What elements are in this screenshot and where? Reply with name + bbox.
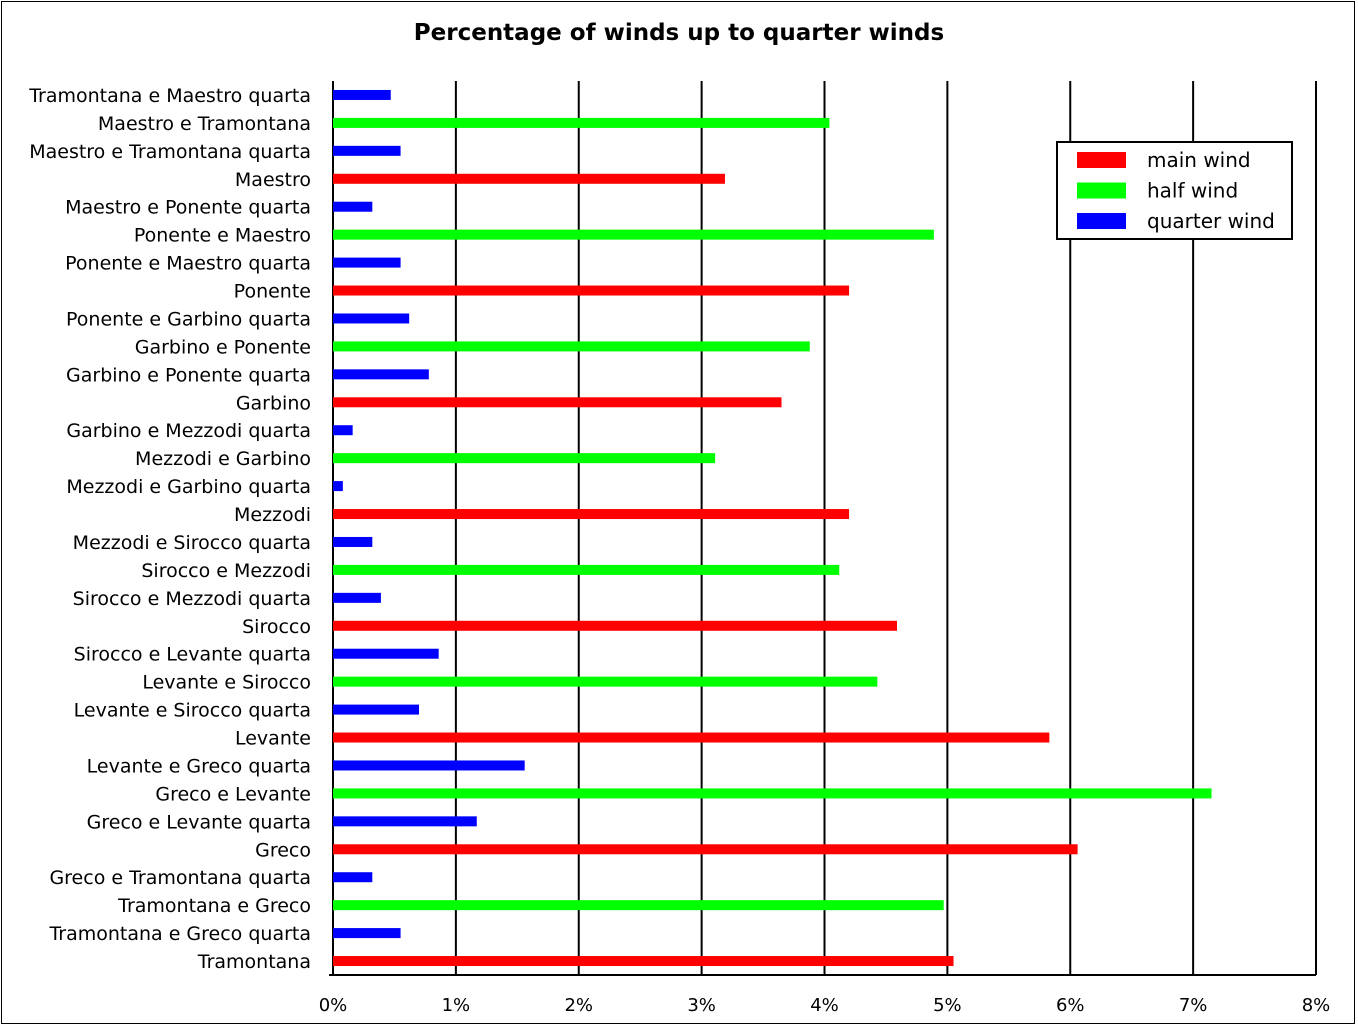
x-tick-label: 7% — [1179, 995, 1208, 1016]
x-tick-label: 0% — [319, 995, 348, 1016]
bar — [333, 676, 878, 687]
category-label: Greco e Levante quarta — [87, 811, 311, 833]
bar — [333, 173, 725, 184]
x-tick-label: 3% — [687, 995, 716, 1016]
bar — [333, 536, 373, 547]
x-tick-label: 4% — [810, 995, 839, 1016]
bar — [333, 201, 373, 212]
category-label: Ponente e Maestro — [134, 225, 311, 247]
bars — [333, 89, 1212, 967]
bar — [333, 453, 716, 464]
bar — [333, 313, 410, 324]
bar — [333, 229, 934, 240]
bar — [333, 481, 343, 492]
bar — [333, 872, 373, 883]
legend-swatch — [1077, 182, 1126, 199]
category-label: Tramontana e Maestro quarta — [28, 85, 311, 107]
x-tick-label: 8% — [1302, 995, 1331, 1016]
chart-title: Percentage of winds up to quarter winds — [413, 20, 945, 46]
legend: main wind half wind quarter wind — [1056, 141, 1293, 240]
category-label: Levante e Greco quarta — [87, 755, 311, 777]
bar — [333, 592, 381, 603]
category-label: Tramontana — [197, 951, 311, 973]
bar — [333, 509, 850, 520]
category-label: Mezzodi e Garbino quarta — [66, 476, 311, 498]
category-label: Sirocco e Levante quarta — [74, 644, 311, 666]
bar — [333, 285, 850, 296]
category-label: Greco e Tramontana quarta — [49, 867, 311, 889]
legend-label: main wind — [1147, 148, 1251, 172]
bar — [333, 732, 1050, 743]
category-label: Sirocco — [242, 616, 311, 638]
bar — [333, 117, 830, 128]
legend-swatch — [1077, 152, 1126, 168]
x-tick-label: 6% — [1056, 995, 1085, 1016]
category-label: Levante — [235, 728, 311, 750]
legend-label: half wind — [1147, 179, 1238, 203]
bar — [333, 704, 420, 715]
bar — [333, 397, 782, 408]
category-labels: Tramontana e Maestro quarta Maestro e Tra… — [28, 85, 311, 973]
category-label: Maestro e Ponente quarta — [65, 197, 311, 219]
legend-label: quarter wind — [1147, 209, 1275, 233]
bar — [333, 145, 401, 156]
category-label: Mezzodi e Garbino — [135, 448, 311, 470]
bar — [333, 900, 944, 911]
category-label: Greco — [255, 839, 311, 861]
bar — [333, 425, 353, 436]
category-label: Sirocco e Mezzodi quarta — [73, 588, 311, 610]
x-tick-label: 5% — [933, 995, 962, 1016]
x-tick-labels: 0% 1% 2% 3% 4% 5% 6% 7% 8% — [319, 995, 1331, 1016]
category-label: Levante e Sirocco — [142, 672, 311, 694]
bar — [333, 648, 439, 659]
category-label: Garbino e Ponente — [135, 336, 311, 358]
bar — [333, 844, 1078, 855]
category-label: Ponente e Garbino quarta — [66, 308, 311, 330]
bar — [333, 928, 401, 939]
category-label: Garbino e Ponente quarta — [66, 364, 311, 386]
category-label: Ponente — [234, 281, 311, 303]
category-label: Tramontana e Greco — [117, 895, 311, 917]
legend-swatch — [1077, 213, 1126, 229]
bar — [333, 620, 897, 631]
bar — [333, 564, 840, 575]
category-label: Garbino — [236, 392, 311, 414]
category-label: Maestro — [235, 169, 311, 191]
category-label: Ponente e Maestro quarta — [65, 253, 311, 275]
bar — [333, 257, 401, 268]
category-label: Maestro e Tramontana — [98, 113, 311, 135]
bar — [333, 369, 429, 380]
category-label: Mezzodi e Sirocco quarta — [73, 532, 311, 554]
bar — [333, 956, 954, 967]
category-label: Greco e Levante — [155, 783, 311, 805]
x-tick-label: 2% — [564, 995, 593, 1016]
category-label: Mezzodi — [234, 504, 311, 526]
category-label: Maestro e Tramontana quarta — [29, 141, 311, 163]
bar — [333, 89, 391, 100]
bar — [333, 788, 1212, 799]
category-label: Levante e Sirocco quarta — [74, 700, 311, 722]
category-label: Tramontana e Greco quarta — [48, 923, 311, 945]
category-label: Sirocco e Mezzodi — [141, 560, 311, 582]
category-label: Garbino e Mezzodi quarta — [66, 420, 311, 442]
bar — [333, 341, 810, 352]
bar — [333, 816, 477, 827]
bar — [333, 760, 525, 771]
x-tick-label: 1% — [442, 995, 471, 1016]
